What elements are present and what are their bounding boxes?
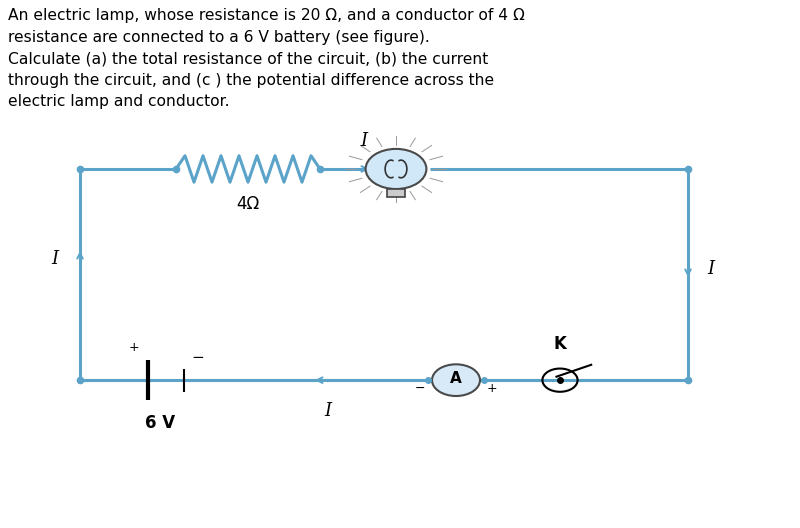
Text: A: A [450,371,462,385]
Text: −: − [191,351,204,365]
Text: I: I [361,133,367,150]
Text: +: + [128,341,139,354]
Text: I: I [325,402,331,420]
Text: 4Ω: 4Ω [236,195,260,213]
Bar [387,189,405,197]
Circle shape [432,364,480,396]
Text: I: I [51,250,58,268]
Text: An electric lamp, whose resistance is 20 Ω, and a conductor of 4 Ω
resistance ar: An electric lamp, whose resistance is 20… [8,8,525,109]
Text: +: + [486,382,498,394]
Text: −: − [414,382,426,394]
Text: 6 V: 6 V [145,414,175,432]
Circle shape [366,149,426,189]
Text: I: I [707,260,714,278]
Text: K: K [554,335,566,353]
